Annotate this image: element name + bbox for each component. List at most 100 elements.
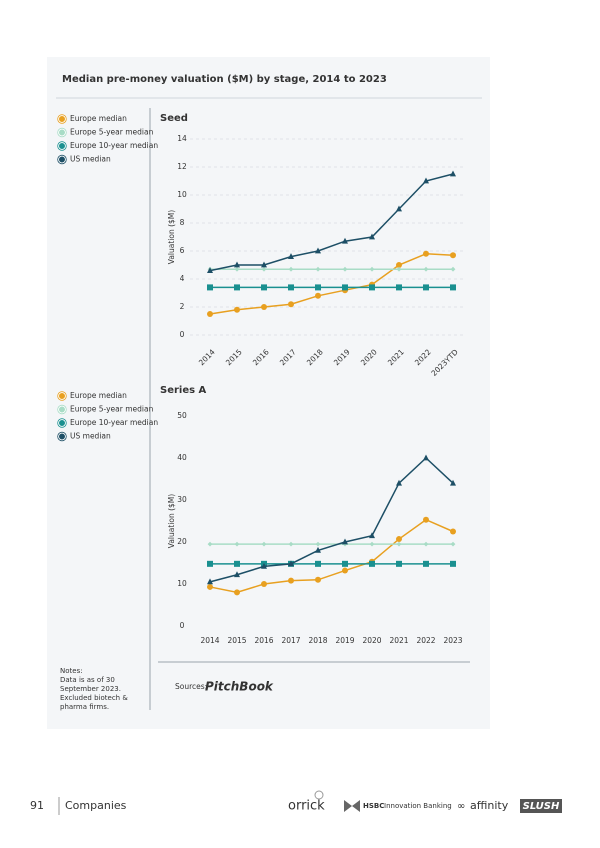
y-tick-label: 0	[180, 621, 185, 630]
legend-marker-ring	[57, 404, 67, 415]
marker	[315, 284, 321, 291]
y-tick-label: 8	[180, 218, 185, 227]
marker	[207, 560, 213, 567]
legend-marker	[57, 405, 67, 414]
marker	[450, 284, 456, 291]
legend-label: Europe 10-year median	[70, 141, 158, 150]
marker	[396, 205, 402, 212]
marker	[315, 576, 321, 583]
marker	[396, 284, 402, 291]
series-line	[209, 173, 454, 272]
marker	[369, 233, 375, 240]
x-tick-label: 2020	[362, 636, 381, 645]
marker	[342, 266, 348, 272]
marker	[261, 261, 267, 268]
hsbc-icon	[344, 800, 360, 812]
chart-title: Seed	[160, 113, 188, 124]
note-line: Data is as of 30	[60, 676, 115, 684]
legend-marker	[57, 432, 67, 441]
marker	[396, 536, 402, 543]
y-axis-label: Valuation ($M)	[167, 210, 176, 264]
y-tick-label: 6	[180, 246, 185, 255]
marker	[396, 262, 402, 268]
marker	[261, 581, 267, 587]
marker	[234, 541, 240, 547]
marker	[261, 541, 267, 547]
y-tick-label: 10	[177, 190, 187, 199]
marker	[342, 538, 348, 545]
panel	[47, 57, 490, 729]
marker	[396, 479, 402, 486]
marker	[423, 177, 429, 184]
marker	[423, 541, 429, 547]
marker	[396, 541, 402, 547]
x-tick-label: 2019	[335, 636, 354, 645]
marker	[288, 560, 294, 567]
partner-logo: HSBC	[363, 802, 384, 810]
source-logo: PitchBook	[205, 680, 274, 694]
legend-label: Europe median	[70, 391, 127, 400]
partner-logo: orrick	[288, 799, 325, 814]
legend-marker-ring	[57, 418, 67, 428]
legend-marker	[57, 128, 67, 137]
series-line	[209, 518, 454, 594]
note-line: September 2023.	[60, 685, 121, 693]
marker	[369, 284, 375, 291]
marker	[342, 567, 348, 574]
marker	[396, 560, 402, 567]
marker	[423, 250, 429, 257]
marker	[423, 454, 429, 461]
y-tick-label: 12	[177, 162, 187, 171]
marker	[423, 284, 429, 291]
sources-label: Sources:	[175, 682, 207, 691]
marker	[288, 301, 294, 308]
legend-label: US median	[70, 432, 111, 441]
y-tick-label: 0	[180, 330, 185, 339]
partner-logo: affinity	[470, 799, 509, 812]
chart-title: Series A	[160, 385, 207, 396]
series-line	[209, 253, 454, 315]
marker	[315, 541, 321, 547]
marker	[423, 516, 429, 523]
orrick-icon	[314, 790, 324, 800]
marker	[207, 267, 213, 273]
y-tick-label: 40	[177, 453, 187, 462]
marker	[288, 253, 294, 259]
legend-marker-ring	[57, 114, 67, 124]
legend-label: Europe 10-year median	[70, 418, 158, 427]
marker	[423, 560, 429, 567]
legend-label: Europe 5-year median	[70, 405, 154, 414]
marker	[369, 266, 375, 272]
marker	[396, 266, 402, 272]
x-tick-label: 2022	[416, 636, 435, 645]
x-tick-label: 2018	[308, 636, 327, 645]
marker	[369, 541, 375, 547]
marker	[342, 560, 348, 567]
y-tick-label: 10	[177, 579, 187, 588]
marker	[234, 560, 240, 567]
y-tick-label: 4	[180, 274, 185, 283]
series-line	[209, 456, 454, 583]
y-axis-label: Valuation ($M)	[167, 494, 176, 548]
note-line: Notes:	[60, 667, 83, 675]
legend-marker	[57, 418, 67, 428]
marker	[450, 560, 456, 567]
legend-marker-ring	[57, 431, 67, 442]
marker	[342, 284, 348, 291]
marker	[261, 266, 267, 272]
y-tick-label: 2	[180, 302, 185, 311]
legend-marker	[57, 141, 67, 151]
y-tick-label: 30	[177, 495, 187, 504]
page-title: Median pre-money valuation ($M) by stage…	[62, 74, 387, 85]
marker	[234, 589, 240, 596]
legend-label: US median	[70, 155, 111, 164]
marker	[261, 304, 267, 310]
legend-label: Europe median	[70, 114, 127, 123]
marker	[315, 266, 321, 272]
partner-logo: SLUSH	[523, 801, 560, 812]
x-tick-label: 2015	[227, 636, 246, 645]
marker	[234, 284, 240, 291]
legend-marker-ring	[57, 154, 67, 165]
x-tick-label: 2016	[254, 636, 273, 645]
